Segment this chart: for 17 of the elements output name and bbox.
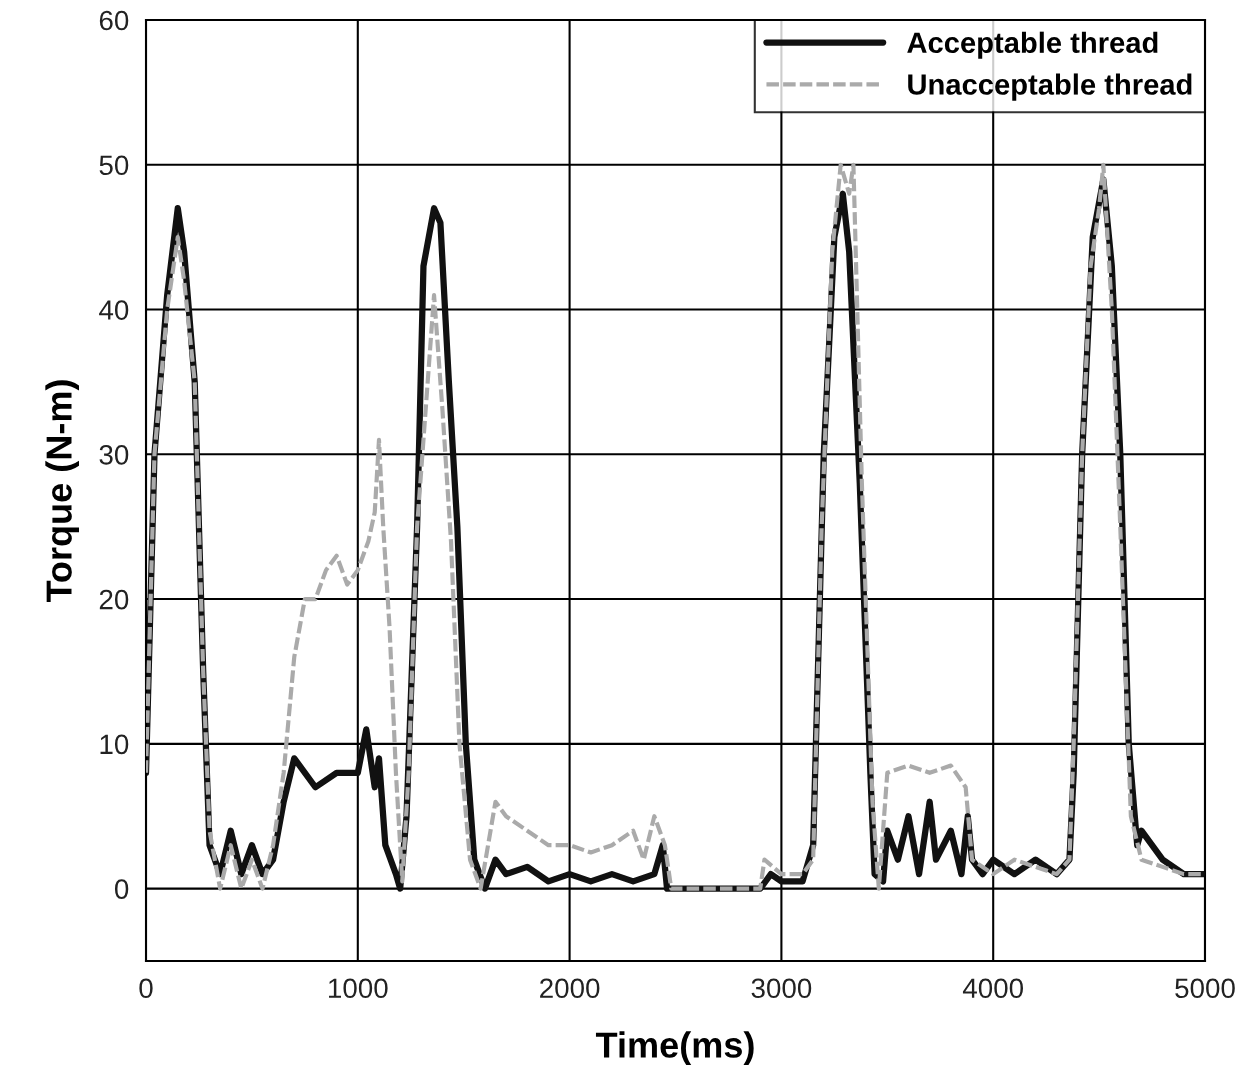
y-tick-label: 60 xyxy=(99,10,129,31)
legend-label: Acceptable thread xyxy=(907,31,1158,59)
y-tick-label: 50 xyxy=(99,155,129,176)
x-axis-title: Time(ms) xyxy=(595,1031,754,1065)
x-tick-label: 5000 xyxy=(1175,978,1235,999)
y-tick-label: 30 xyxy=(99,444,129,465)
x-tick-label: 2000 xyxy=(540,978,600,999)
x-tick-label: 4000 xyxy=(962,978,1024,999)
y-tick-label: 0 xyxy=(114,879,129,899)
y-tick-label: 20 xyxy=(99,589,129,610)
y-tick-label: 40 xyxy=(99,300,129,320)
x-tick-label: 0 xyxy=(139,978,153,999)
x-tick-label: 1000 xyxy=(329,978,388,999)
x-tick-label: 3000 xyxy=(751,978,812,999)
y-axis-title: Torque (N-m) xyxy=(45,380,79,603)
legend-label: Unacceptable thread xyxy=(908,73,1192,101)
y-tick-label: 10 xyxy=(100,734,129,755)
